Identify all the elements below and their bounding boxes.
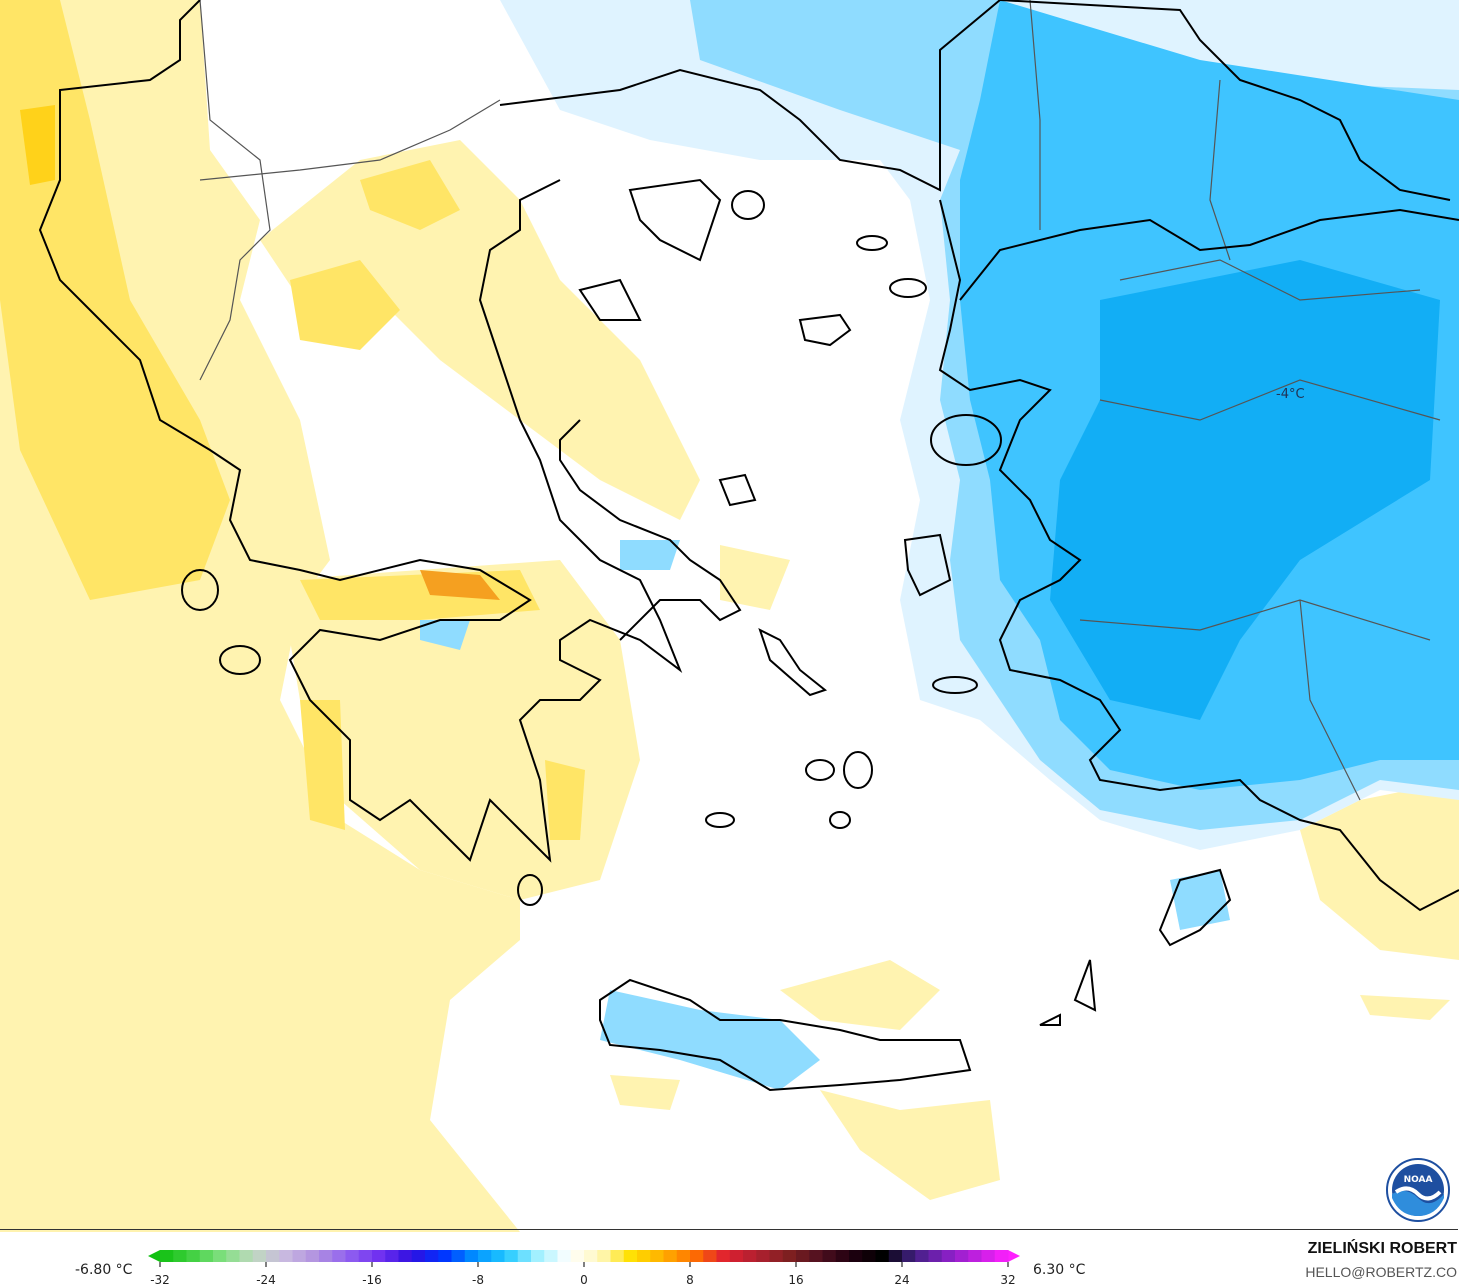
colorbar-segment (239, 1250, 254, 1262)
colorbar-segment (557, 1250, 572, 1262)
author-credit: ZIELIŃSKI ROBERT (1307, 1240, 1457, 1257)
colorbar-segment (623, 1250, 638, 1262)
cold-anomaly-areas (420, 0, 1459, 1090)
colorbar-segment (716, 1250, 731, 1262)
colorbar-segment (226, 1250, 240, 1262)
colorbar-segment (796, 1250, 810, 1262)
colorbar-segment (266, 1250, 280, 1262)
colorbar-segment (570, 1250, 585, 1262)
colorbar-segment (160, 1250, 174, 1262)
temperature-anomaly-map: -4°C (0, 0, 1459, 1232)
colorbar-segment (385, 1250, 399, 1262)
colorbar-segment (941, 1250, 956, 1262)
colorbar-segment (743, 1250, 757, 1262)
colorbar-tick-label: 16 (788, 1273, 803, 1287)
colorbar-segment (729, 1250, 744, 1262)
colorbar: -32 -24 -16 -8 0 8 16 24 32 (148, 1250, 1020, 1287)
colorbar-tick-label: -32 (150, 1273, 170, 1287)
colorbar-segment (358, 1250, 373, 1262)
colorbar-segment (637, 1250, 651, 1262)
colorbar-segment (769, 1250, 784, 1262)
colorbar-segment (186, 1250, 201, 1262)
colorbar-segment (849, 1250, 863, 1262)
colorbar-segment (610, 1250, 625, 1262)
colorbar-segment (875, 1250, 890, 1262)
borders (199, 0, 1441, 801)
colorbar-segment (252, 1250, 267, 1262)
colorbar-segment (345, 1250, 360, 1262)
colorbar-segment (994, 1250, 1009, 1262)
warm-anomaly-areas (0, 0, 1459, 1232)
colorbar-segment (597, 1250, 611, 1262)
colorbar-segment (292, 1250, 307, 1262)
colorbar-segment (902, 1250, 916, 1262)
colorbar-segment (372, 1250, 386, 1262)
legend-min-label: -6.80 °C (75, 1262, 133, 1278)
colorbar-segment (888, 1250, 903, 1262)
colorbar-segment (676, 1250, 691, 1262)
colorbar-segment (332, 1250, 346, 1262)
colorbar-segment (822, 1250, 837, 1262)
colorbar-tick-label: 24 (894, 1273, 909, 1287)
colorbar-segment (411, 1250, 426, 1262)
colorbar-segment (504, 1250, 519, 1262)
colorbar-min-arrow (148, 1250, 160, 1262)
coastlines (38, 0, 1459, 1092)
colorbar-segment (425, 1250, 439, 1262)
svg-text:NOAA: NOAA (1404, 1175, 1433, 1185)
colorbar-segment (517, 1250, 532, 1262)
colorbar-segment (438, 1250, 452, 1262)
islands (181, 190, 1097, 1026)
colorbar-segment (199, 1250, 214, 1262)
colorbar-max-arrow (1008, 1250, 1020, 1262)
colorbar-segment (690, 1250, 704, 1262)
colorbar-segment (835, 1250, 850, 1262)
colorbar-tick-label: -16 (362, 1273, 382, 1287)
colorbar-segment (968, 1250, 982, 1262)
colorbar-segment (279, 1250, 293, 1262)
colorbar-segment (756, 1250, 770, 1262)
colorbar-segment (584, 1250, 598, 1262)
colorbar-segment (703, 1250, 717, 1262)
colorbar-segment (478, 1250, 492, 1262)
colorbar-segment (531, 1250, 545, 1262)
colorbar-tick-label: 0 (580, 1273, 588, 1287)
colorbar-segment (663, 1250, 678, 1262)
colorbar-tick-label: -8 (472, 1273, 484, 1287)
map-frame (0, 1229, 1458, 1230)
colorbar-segment (809, 1250, 823, 1262)
colorbar-segment (173, 1250, 187, 1262)
isoline-label: -4°C (1276, 387, 1305, 402)
noaa-logo: NOAA (1386, 1158, 1450, 1222)
colorbar-segment (650, 1250, 664, 1262)
colorbar-segment (981, 1250, 996, 1262)
legend-max-label: 6.30 °C (1033, 1262, 1086, 1278)
colorbar-segment (451, 1250, 466, 1262)
colorbar-segment (782, 1250, 797, 1262)
colorbar-segment (464, 1250, 479, 1262)
colorbar-tick-label: 8 (686, 1273, 694, 1287)
colorbar-segment (491, 1250, 505, 1262)
author-email: HELLO@ROBERTZ.CO (1305, 1264, 1457, 1280)
colorbar-segment (213, 1250, 227, 1262)
colorbar-segment (319, 1250, 333, 1262)
colorbar-segment (862, 1250, 876, 1262)
colorbar-segment (955, 1250, 969, 1262)
colorbar-segment (398, 1250, 413, 1262)
colorbar-segment (915, 1250, 929, 1262)
colorbar-tick-label: 32 (1000, 1273, 1015, 1287)
colorbar-segment (928, 1250, 943, 1262)
colorbar-segment (305, 1250, 320, 1262)
colorbar-tick-label: -24 (256, 1273, 276, 1287)
colorbar-segment (544, 1250, 558, 1262)
